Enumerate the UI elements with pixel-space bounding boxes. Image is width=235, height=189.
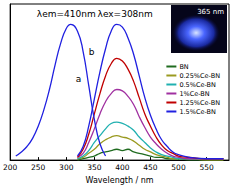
svg-text:1.5%Ce-BN: 1.5%Ce-BN xyxy=(179,108,216,116)
svg-text:0.5%Ce-BN: 0.5%Ce-BN xyxy=(179,81,216,89)
svg-text:400: 400 xyxy=(115,163,130,172)
svg-text:1%Ce-BN: 1%Ce-BN xyxy=(179,90,209,98)
svg-text:200: 200 xyxy=(3,163,18,172)
svg-text:λem=410nm: λem=410nm xyxy=(37,9,96,19)
svg-text:a: a xyxy=(76,74,82,84)
svg-text:450: 450 xyxy=(143,163,158,172)
svg-text:350: 350 xyxy=(87,163,102,172)
svg-text:250: 250 xyxy=(31,163,46,172)
svg-text:1.25%Ce-BN: 1.25%Ce-BN xyxy=(179,99,220,107)
svg-text:500: 500 xyxy=(171,163,186,172)
svg-text:b: b xyxy=(89,47,95,57)
svg-text:λex=308nm: λex=308nm xyxy=(98,9,153,19)
svg-text:365 nm: 365 nm xyxy=(197,8,224,16)
svg-text:300: 300 xyxy=(59,163,74,172)
svg-text:Wavelength / nm: Wavelength / nm xyxy=(86,176,154,185)
svg-text:BN: BN xyxy=(179,63,188,71)
svg-text:550: 550 xyxy=(199,163,214,172)
svg-text:0.25%Ce-BN: 0.25%Ce-BN xyxy=(179,72,220,80)
